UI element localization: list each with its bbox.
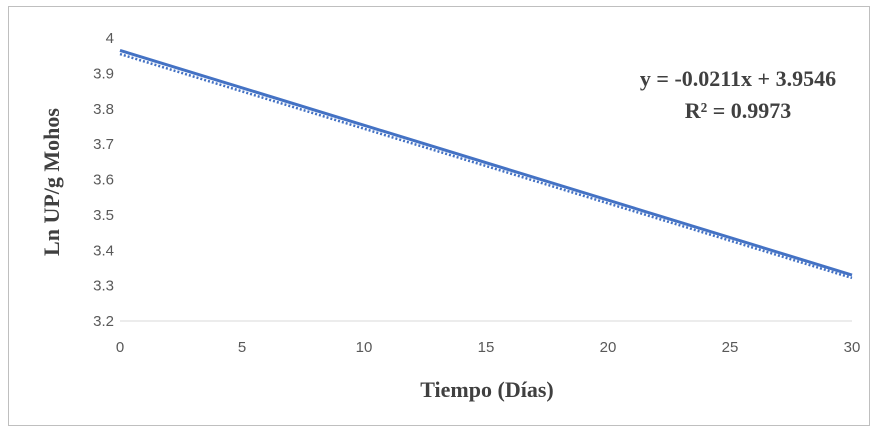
y-tick-label: 3.3 bbox=[93, 278, 114, 295]
chart-frame bbox=[8, 6, 870, 426]
trendline-r-squared: R² = 0.9973 bbox=[685, 98, 792, 123]
x-tick-labels: 0 5 10 15 20 25 30 bbox=[116, 339, 861, 356]
x-tick-label: 10 bbox=[356, 339, 373, 356]
trendline-equation: y = -0.0211x + 3.9546 bbox=[640, 66, 836, 91]
y-tick-label: 3.7 bbox=[93, 136, 114, 153]
x-tick-label: 15 bbox=[478, 339, 495, 356]
x-tick-label: 0 bbox=[116, 339, 124, 356]
y-tick-label: 3.5 bbox=[93, 207, 114, 224]
y-tick-label: 3.6 bbox=[93, 172, 114, 189]
y-tick-label: 3.2 bbox=[93, 313, 114, 330]
y-tick-label: 3.8 bbox=[93, 101, 114, 118]
y-tick-label: 3.9 bbox=[93, 65, 114, 82]
x-tick-label: 20 bbox=[600, 339, 617, 356]
y-tick-labels: 3.2 3.3 3.4 3.5 3.6 3.7 3.8 3.9 4 bbox=[93, 30, 114, 330]
x-tick-label: 5 bbox=[238, 339, 246, 356]
x-axis-title: Tiempo (Días) bbox=[420, 377, 553, 402]
trendline bbox=[119, 52, 853, 280]
y-tick-label: 3.4 bbox=[93, 242, 114, 259]
y-tick-label: 4 bbox=[106, 30, 114, 47]
series-layer bbox=[119, 48, 853, 280]
x-tick-label: 25 bbox=[722, 339, 739, 356]
y-axis-title: Ln UP/g Mohos bbox=[39, 108, 64, 256]
x-tick-label: 30 bbox=[844, 339, 861, 356]
series-line bbox=[119, 48, 853, 277]
